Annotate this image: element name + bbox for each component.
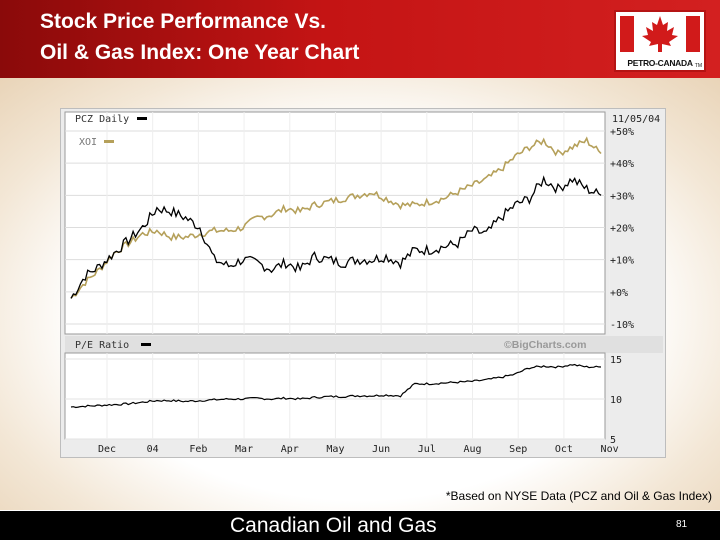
main-y-tick-label: +10% (610, 256, 634, 267)
x-tick-label: Jun (372, 444, 390, 455)
page-number: 81 (676, 519, 688, 530)
petro-canada-logo: PETRO-CANADA TM (614, 10, 706, 72)
pe-header-bar (65, 336, 663, 353)
main-y-tick-label: +50% (610, 127, 634, 138)
logo-wordmark: PETRO-CANADA (627, 58, 693, 68)
pe-legend-swatch (141, 343, 151, 346)
slide-title: Stock Price Performance Vs. Oil & Gas In… (40, 6, 359, 68)
footnote: *Based on NYSE Data (PCZ and Oil & Gas I… (445, 489, 712, 503)
slide-title-line1: Stock Price Performance Vs. (40, 10, 326, 33)
x-tick-label: Jul (418, 444, 436, 455)
pcz-series-line (70, 175, 602, 299)
x-tick-label: Dec (98, 444, 116, 455)
main-y-tick-label: +0% (610, 288, 628, 299)
x-tick-label: 04 (147, 444, 159, 455)
maple-leaf-icon (620, 16, 700, 52)
logo-trademark: TM (694, 63, 702, 69)
pe-ratio-line (70, 363, 602, 409)
chart-date-label: 11/05/04 (612, 114, 660, 125)
watermark-text: ©BigCharts.com (504, 339, 586, 351)
x-tick-label: Nov (601, 444, 619, 455)
pe-y-tick-label: 15 (610, 355, 622, 366)
pe-y-tick-label: 10 (610, 395, 622, 406)
main-y-tick-label: -10% (610, 320, 634, 331)
x-tick-label: Apr (281, 444, 299, 455)
x-tick-label: Mar (235, 444, 253, 455)
x-tick-label: Feb (189, 444, 207, 455)
x-tick-label: Aug (463, 444, 481, 455)
footer-bar: Canadian Oil and Gas 81 (0, 511, 720, 540)
main-y-tick-label: +20% (610, 224, 634, 235)
footer-label: Canadian Oil and Gas (230, 514, 437, 537)
legend-xoi-label: XOI (79, 137, 97, 148)
title-banner: Stock Price Performance Vs. Oil & Gas In… (0, 0, 720, 78)
chart-canvas: +50% +40% +30% +20% +10% +0% -10% 15 10 5 Dec 04 Feb… (64, 111, 663, 455)
main-y-tick-label: +30% (610, 191, 634, 202)
x-tick-label: May (326, 444, 344, 455)
pe-y-tick-label: 5 (610, 435, 616, 446)
xoi-series-line (70, 136, 602, 299)
legend-xoi-swatch (104, 140, 114, 143)
pe-label: P/E Ratio (75, 340, 129, 351)
legend-pcz-label: PCZ Daily (75, 114, 129, 125)
main-y-tick-label: +40% (610, 159, 634, 170)
x-tick-label: Sep (509, 444, 527, 455)
slide-title-line2: Oil & Gas Index: One Year Chart (40, 41, 360, 64)
legend-pcz-swatch (137, 117, 147, 120)
x-tick-label: Oct (555, 444, 573, 455)
stock-chart: +50% +40% +30% +20% +10% +0% -10% 15 10 5 Dec 04 Feb… (60, 108, 666, 458)
